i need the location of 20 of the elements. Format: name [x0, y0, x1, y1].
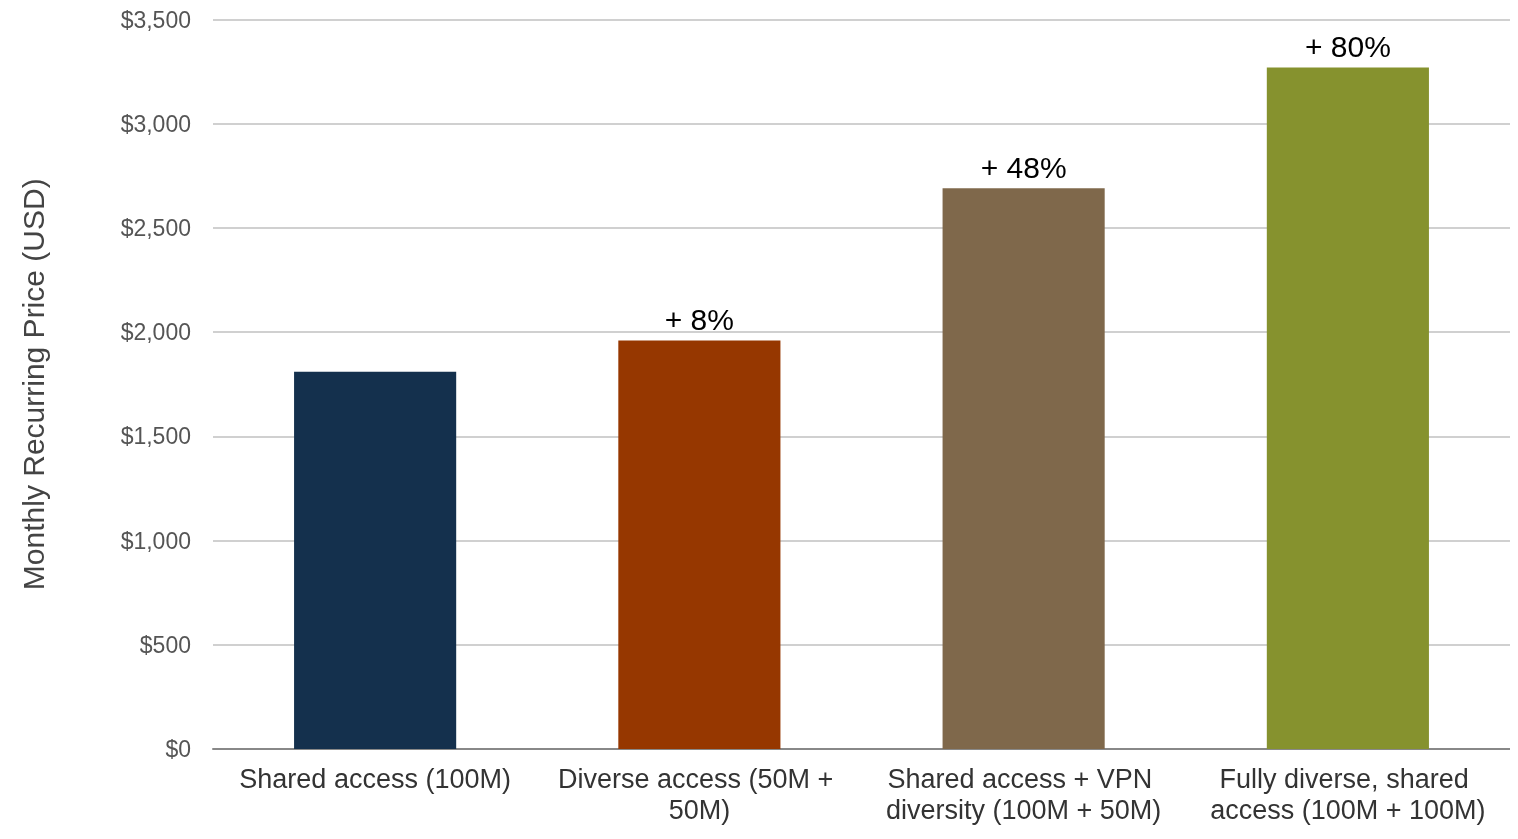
annotation: + 48%: [980, 150, 1067, 184]
annotation: + 8%: [664, 302, 734, 336]
y-axis-title: Monthly Recurring Price (USD): [16, 178, 50, 591]
bar: [942, 188, 1105, 749]
bar: [1266, 67, 1429, 749]
y-tick-label: $2,500: [120, 214, 191, 241]
x-tick-label: Shared access + VPN diversity (100M + 50M): [885, 763, 1162, 825]
bar: [618, 340, 781, 749]
y-tick-label: $2,000: [120, 319, 191, 346]
x-tick-label: Fully diverse, shared access (100M + 100M): [1210, 763, 1486, 825]
y-tick-label: $500: [139, 631, 191, 658]
bar: [294, 371, 457, 749]
x-tick-label: Diverse access (50M + 50M): [557, 763, 841, 825]
y-tick-label: $1,000: [120, 527, 191, 554]
y-tick-label: $3,000: [120, 110, 191, 137]
y-tick-label: $0: [165, 736, 191, 762]
y-tick-label: $3,500: [120, 6, 191, 33]
y-tick-label: $1,500: [120, 423, 191, 450]
x-tick-label: Shared access (100M): [239, 763, 511, 794]
annotation: + 80%: [1304, 29, 1391, 63]
